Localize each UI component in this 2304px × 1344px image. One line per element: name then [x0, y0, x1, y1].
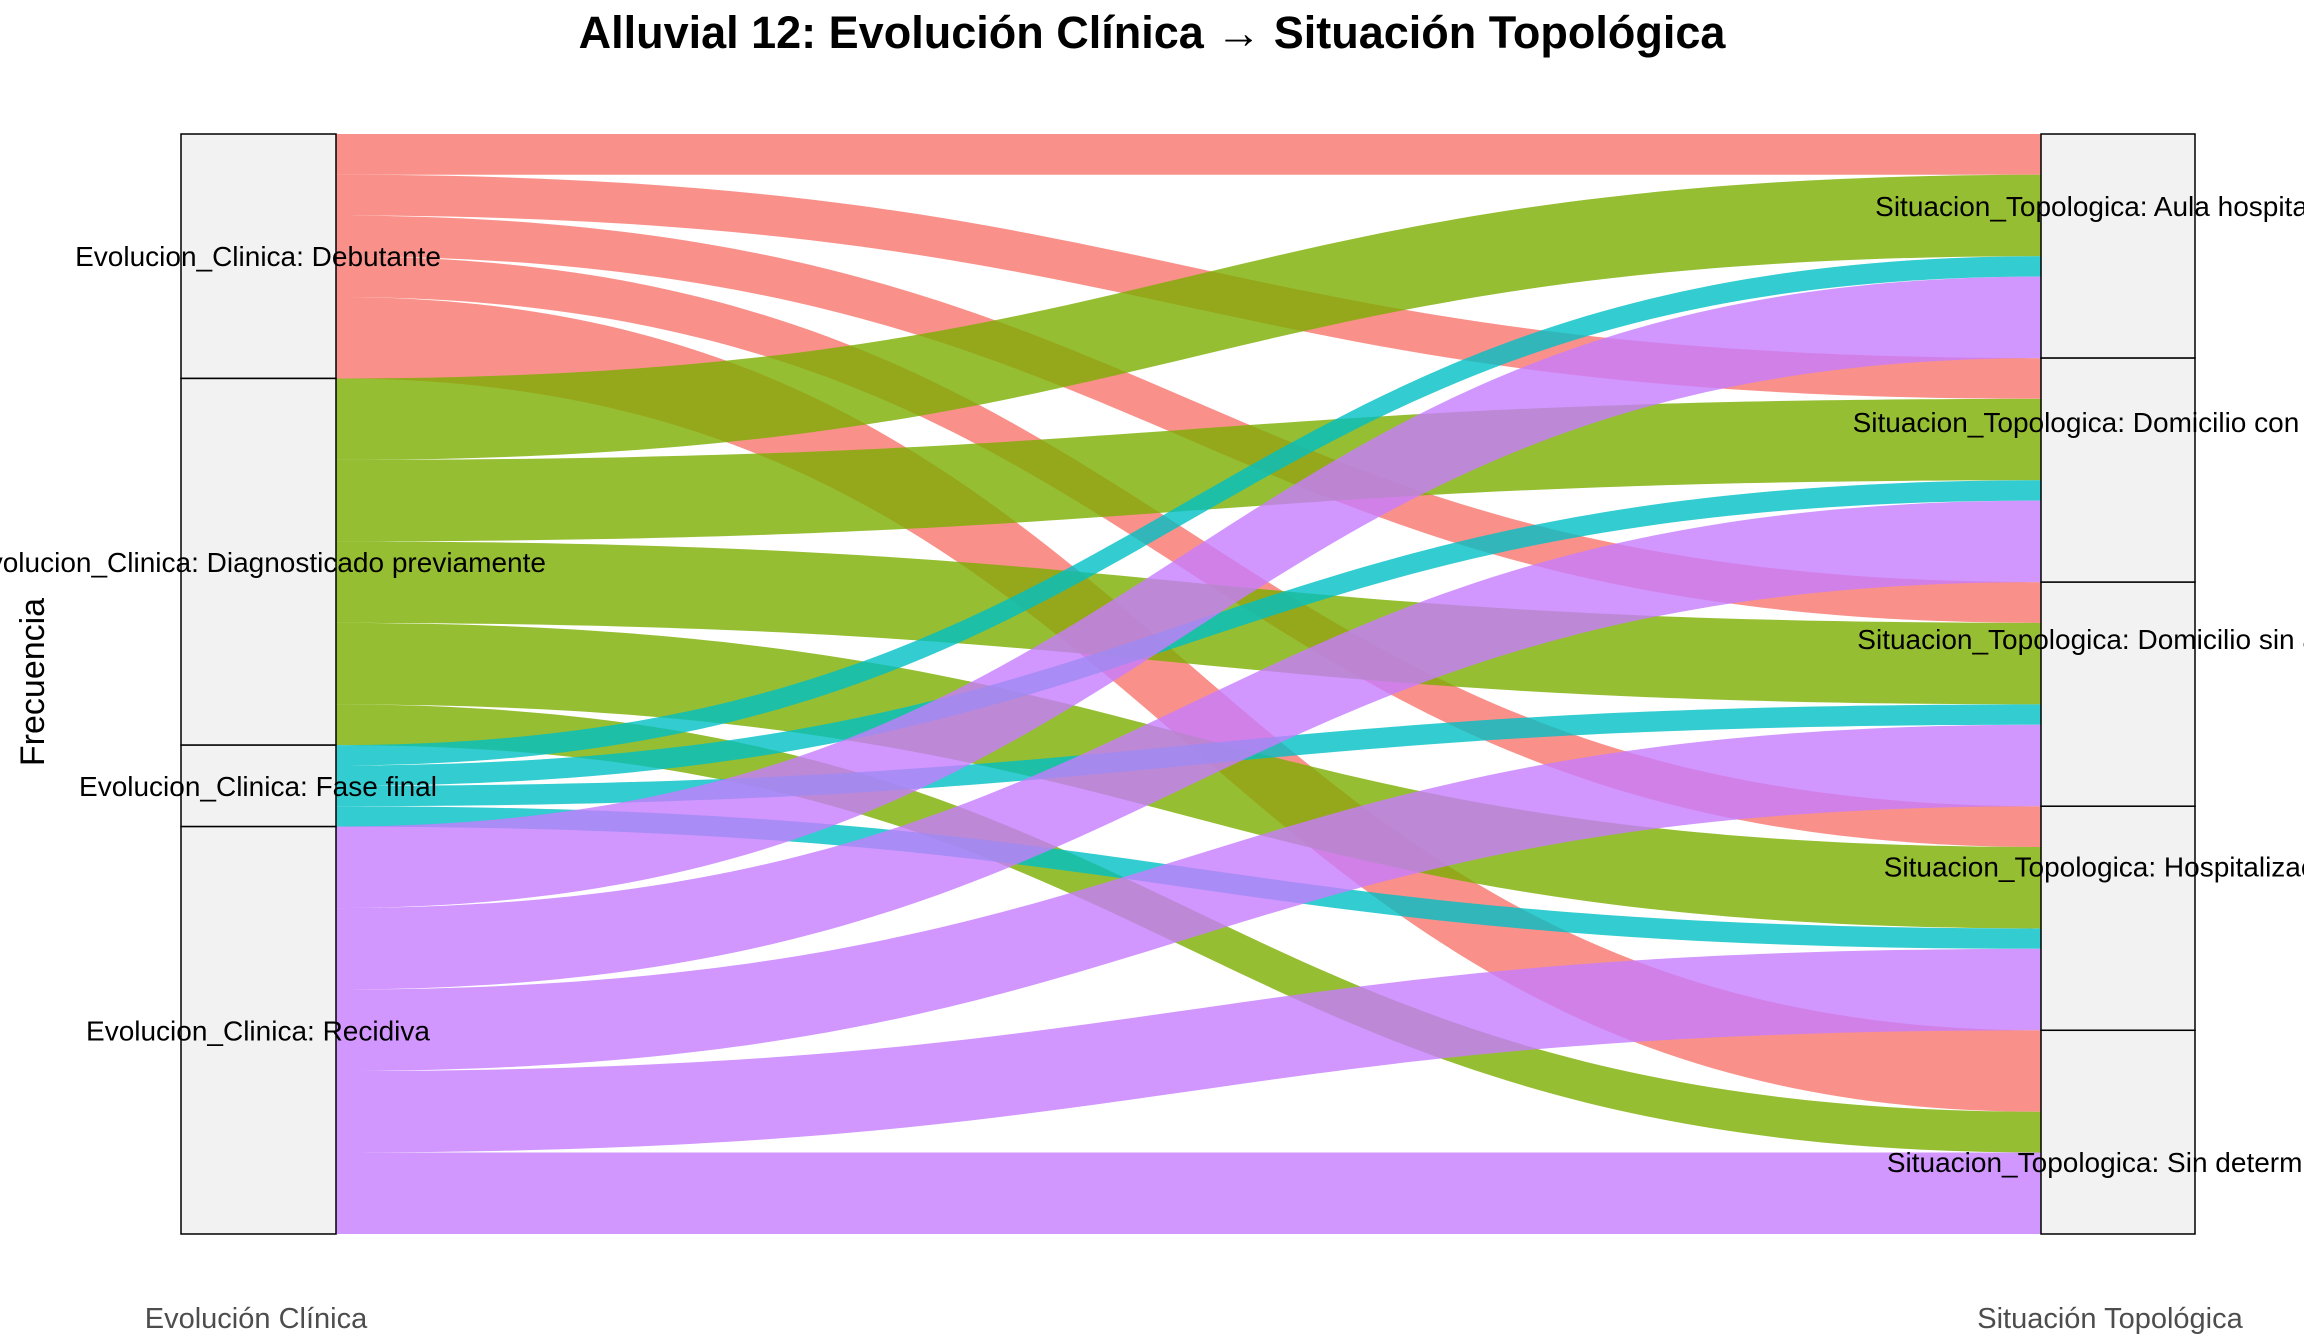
- chart-title: Alluvial 12: Evolución Clínica → Situaci…: [579, 7, 1727, 58]
- flow-debutante-to-sin-determinar: [336, 296, 2041, 1112]
- flow-diagnosticado-previamente-to-aula-hospitalaria: [336, 174, 2041, 460]
- stratum-right-domicilio-sin-apoyo: [2040, 581, 2196, 807]
- stratum-right-sin-determinar: [2040, 1029, 2196, 1235]
- stratum-label-right: Situacion_Topologica: Aula hospitalaria: [1875, 191, 2304, 222]
- x-axis-label-evolucion: Evolución Clínica: [145, 1303, 368, 1335]
- flow-fase-final-to-aula-hospitalaria: [336, 256, 2041, 766]
- stratum-label-left: Evolucion_Clinica: Fase final: [79, 771, 437, 802]
- flow-recidiva-to-domicilio-sin-apoyo: [336, 724, 2041, 1072]
- stratum-right-hospitalizacion: [2040, 805, 2196, 1032]
- stratum-label-left: Evolucion_Clinica: Recidiva: [86, 1015, 430, 1046]
- stratum-left-diagnosticado-previamente: [180, 377, 337, 746]
- stratum-right-aula-hospitalaria: [2040, 133, 2196, 359]
- strata-layer: [180, 133, 2196, 1235]
- stratum-labels-layer: Evolucion_Clinica: Debutante Evolucion_Cl…: [0, 191, 2304, 1178]
- stratum-label-right: Situacion_Topologica: Domicilio sin apoy…: [1857, 624, 2304, 655]
- flow-recidiva-to-aula-hospitalaria: [336, 276, 2041, 909]
- stratum-label-left: Evolucion_Clinica: Diagnosticado previam…: [0, 547, 546, 578]
- stratum-label-right: Situacion_Topologica: Hospitalización: [1884, 851, 2304, 882]
- stratum-label-right: Situacion_Topologica: Sin determinar: [1887, 1147, 2304, 1178]
- flow-recidiva-to-sin-determinar: [336, 1152, 2041, 1234]
- stratum-right-domicilio-con-apoyo: [2040, 357, 2196, 583]
- stratum-left-debutante: [180, 133, 337, 380]
- flow-debutante-to-domicilio-sin-apoyo: [336, 215, 2041, 623]
- flow-diagnosticado-previamente-to-domicilio-con-apoyo: [336, 398, 2041, 542]
- flow-debutante-to-aula-hospitalaria: [336, 134, 2041, 175]
- x-axis-label-situacion: Situación Topológica: [1977, 1303, 2243, 1335]
- stratum-label-right: Situacion_Topologica: Domicilio con apoy…: [1853, 407, 2304, 438]
- flows-layer: [336, 134, 2041, 1234]
- y-axis-label: Frecuencia: [14, 598, 52, 766]
- stratum-left-recidiva: [180, 825, 337, 1235]
- stratum-label-left: Evolucion_Clinica: Debutante: [75, 241, 441, 272]
- flow-recidiva-to-hospitalizacion: [336, 948, 2041, 1153]
- flow-recidiva-to-domicilio-con-apoyo: [336, 500, 2041, 990]
